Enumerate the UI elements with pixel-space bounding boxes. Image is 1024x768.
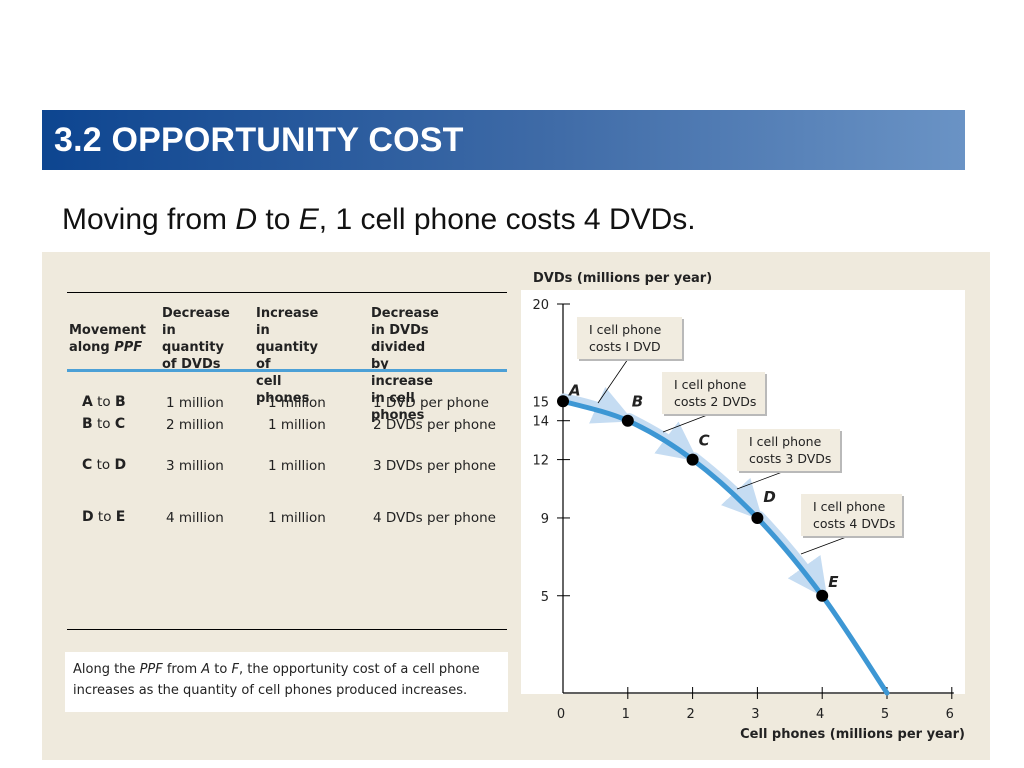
row-bc-movement: B to C [82, 416, 126, 432]
callout-text: I cell phone [749, 434, 822, 449]
point-b [621, 414, 634, 427]
y-tick-label: 12 [532, 454, 549, 469]
callout-leader [736, 470, 786, 490]
y-axis-title: DVDs (millions per year) [533, 271, 712, 286]
row-cd-ratio: 3 DVDs per phone [373, 458, 496, 474]
point-d [751, 511, 764, 524]
subtitle-part2: to [257, 203, 299, 236]
callout-text: costs 2 DVDs [674, 394, 756, 409]
point-label-c: C [699, 432, 710, 450]
subtitle-part3: , 1 cell phone costs 4 DVDs. [318, 203, 696, 236]
slide-title: 3.2 OPPORTUNITY COST [54, 121, 464, 159]
movement-arrow [754, 511, 828, 600]
subtitle-d: D [235, 203, 258, 236]
row-cd-decrease: 3 million [166, 458, 224, 474]
col-header-ratio: Decrease in DVDs divided by increase in … [371, 306, 439, 423]
y-tick-label: 14 [532, 415, 549, 430]
point-label-e: E [828, 573, 839, 591]
subtitle-part1: Moving from [62, 203, 236, 236]
row-de-decrease: 4 million [166, 510, 224, 526]
table-bottom-rule [67, 629, 507, 630]
row-bc-decrease: 2 million [166, 417, 224, 433]
callout-text: costs 4 DVDs [813, 516, 895, 531]
table-top-rule [67, 292, 507, 293]
ppf-points: A B C D E [557, 381, 839, 602]
row-ab-movement: A to B [82, 394, 126, 410]
row-ab-increase: 1 million [268, 395, 326, 411]
callout-leader [662, 413, 711, 433]
callout-box [737, 429, 840, 471]
x-tick-label: 0 [557, 707, 565, 722]
callout-text: I cell phone [813, 499, 886, 514]
title-bar: 3.2 OPPORTUNITY COST [42, 110, 965, 170]
point-label-a: A [568, 381, 581, 399]
movement-arrows [558, 386, 828, 600]
callout-box [662, 372, 765, 414]
row-de-ratio: 4 DVDs per phone [373, 510, 496, 526]
point-label-b: B [632, 393, 643, 411]
callout-text: costs 3 DVDs [749, 451, 831, 466]
x-tick-label: 1 [622, 707, 630, 722]
point-a [557, 395, 569, 408]
x-tick-label: 2 [686, 707, 694, 722]
x-tick-label: 6 [946, 707, 954, 722]
callout-box [801, 494, 902, 536]
y-tick-label: 20 [532, 298, 549, 313]
subtitle-e: E [298, 203, 319, 236]
row-bc-increase: 1 million [268, 417, 326, 433]
callout-text: costs I DVD [589, 339, 661, 354]
point-e [816, 589, 829, 602]
row-bc-ratio: 2 DVDs per phone [373, 417, 496, 433]
y-tick-label: 5 [541, 590, 549, 605]
callout-leader [597, 358, 629, 404]
slide-subtitle: Moving from D to E, 1 cell phone costs 4… [62, 203, 696, 237]
y-tick-label: 15 [532, 395, 549, 410]
note-text: Along the PPF from A to F, the opportuni… [73, 662, 480, 698]
x-tick-label: 5 [881, 707, 889, 722]
y-tick-label: 9 [541, 512, 549, 527]
col-header-increase: Increase in quantity of cell phones [256, 306, 319, 406]
callouts: I cell phone costs I DVD I cell phone costs… [577, 317, 904, 555]
callout-text: I cell phone [674, 377, 747, 392]
callout-text: I cell phone [589, 322, 662, 337]
callout-leader [800, 535, 850, 555]
point-label-d: D [763, 488, 775, 506]
col-header-movement: Movement along PPF [69, 323, 146, 355]
table-header-rule [67, 369, 507, 372]
callout-box [577, 317, 682, 359]
row-cd-movement: C to D [82, 457, 127, 473]
x-tick-label: 4 [816, 707, 824, 722]
row-de-movement: D to E [82, 509, 126, 525]
row-ab-ratio: 1 DVD per phone [373, 395, 489, 411]
row-de-increase: 1 million [268, 510, 326, 526]
x-tick-label: 3 [751, 707, 759, 722]
x-axis-title: Cell phones (millions per year) [740, 727, 965, 742]
col-header-decrease: Decrease in quantity of DVDs [162, 306, 230, 372]
row-cd-increase: 1 million [268, 458, 326, 474]
row-ab-decrease: 1 million [166, 395, 224, 411]
note-box: Along the PPF from A to F, the opportuni… [65, 652, 508, 712]
point-c [686, 453, 699, 466]
